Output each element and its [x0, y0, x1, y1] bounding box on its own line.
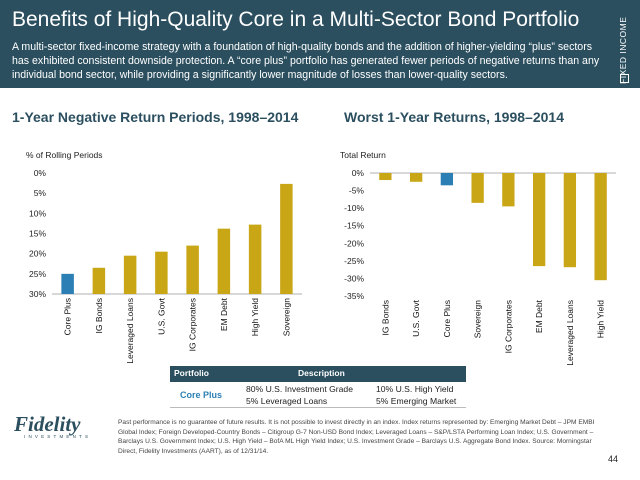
left-chart-title: 1-Year Negative Return Periods, 1998–201… [12, 109, 299, 125]
left-bar-leveraged-loans [123, 255, 137, 294]
page-subtitle: A multi-sector fixed-income strategy wit… [12, 41, 600, 81]
left-category-label-sovereign: Sovereign [281, 298, 291, 337]
left-bar-em-debt [217, 228, 231, 294]
right-ytick-label: -15% [344, 221, 364, 231]
legend-header-description: Description [298, 368, 345, 378]
right-category-label-ig-corporates: IG Corporates [503, 300, 513, 353]
legend-portfolio-name: Core Plus [180, 390, 223, 400]
left-bar-u-s-govt [155, 251, 168, 294]
left-bar-ig-bonds [92, 267, 106, 294]
right-category-label-core-plus: Core Plus [442, 300, 452, 337]
page-title: Benefits of High-Quality Core in a Multi… [12, 8, 580, 31]
right-bar-leveraged-loans [563, 173, 577, 268]
right-bar-em-debt [532, 173, 546, 267]
left-category-label-u-s-govt: U.S. Govt [156, 297, 166, 334]
legend-divider [170, 407, 466, 408]
right-ytick-label: -20% [344, 238, 364, 248]
right-category-label-sovereign: Sovereign [473, 300, 483, 339]
right-chart-ylabel: Total Return [340, 150, 386, 160]
right-category-label-ig-bonds: IG Bonds [380, 300, 390, 335]
left-ytick-label: 25% [29, 269, 46, 279]
right-ytick-label: -30% [344, 273, 364, 283]
logo-wordmark: Fidelity [14, 412, 81, 436]
left-bar-core-plus [61, 273, 74, 294]
page-number: 44 [608, 454, 619, 464]
left-ytick-label: 10% [29, 208, 46, 218]
left-bar-ig-corporates [186, 245, 199, 294]
right-chart-title: Worst 1-Year Returns, 1998–2014 [344, 109, 564, 125]
right-bar-ig-corporates [502, 173, 515, 207]
section-tab-box-icon [620, 74, 629, 83]
section-tab: FIXED INCOME [612, 0, 640, 88]
logo-subtext: INVESTMENTS [24, 434, 92, 439]
left-category-label-em-debt: EM Debt [219, 297, 229, 331]
left-category-label-ig-corporates: IG Corporates [188, 298, 198, 351]
fidelity-logo: Fidelity INVESTMENTS [14, 412, 114, 439]
legend-description-col2: 10% U.S. High Yield 5% Emerging Market [376, 383, 456, 407]
footnote: Past performance is no guarantee of futu… [118, 419, 595, 455]
right-category-label-em-debt: EM Debt [534, 299, 544, 333]
legend-desc-hy: 10% U.S. High Yield [376, 384, 454, 394]
left-chart-ylabel: % of Rolling Periods [26, 150, 103, 160]
portfolio-legend-table: Portfolio Description Core Plus 80% U.S.… [170, 366, 466, 408]
left-category-label-high-yield: High Yield [250, 298, 260, 337]
left-ytick-label: 0% [34, 168, 47, 178]
legend-header-row: Portfolio Description [170, 366, 466, 382]
legend-description-col1: 80% U.S. Investment Grade 5% Leveraged L… [246, 383, 353, 407]
legend-header-portfolio: Portfolio [174, 368, 209, 378]
legend-desc-loans: 5% Leveraged Loans [246, 396, 328, 406]
right-ytick-label: -35% [344, 291, 364, 301]
right-category-label-leveraged-loans: Leveraged Loans [565, 300, 575, 366]
left-ytick-label: 5% [34, 188, 47, 198]
right-ytick-label: -5% [349, 186, 365, 196]
legend-desc-em: 5% Emerging Market [376, 396, 457, 406]
header-banner: Benefits of High-Quality Core in a Multi… [0, 0, 640, 88]
right-bar-high-yield [594, 173, 607, 281]
right-bar-u-s-govt [409, 173, 423, 182]
right-ytick-label: -25% [344, 256, 364, 266]
left-ytick-label: 20% [29, 249, 46, 259]
left-category-label-leveraged-loans: Leveraged Loans [125, 298, 135, 364]
legend-desc-ig: 80% U.S. Investment Grade [246, 384, 353, 394]
left-ytick-label: 30% [29, 289, 46, 299]
left-category-label-core-plus: Core Plus [63, 298, 73, 335]
left-bar-sovereign [280, 183, 293, 294]
left-ytick-label: 15% [29, 229, 46, 239]
right-bar-sovereign [471, 173, 484, 203]
right-bar-core-plus [440, 173, 454, 186]
right-bar-ig-bonds [379, 173, 392, 181]
right-category-label-u-s-govt: U.S. Govt [411, 299, 421, 336]
right-ytick-label: -10% [344, 203, 364, 213]
right-category-label-high-yield: High Yield [596, 300, 606, 339]
left-bar-high-yield [248, 224, 262, 294]
right-ytick-label: 0% [352, 168, 365, 178]
left-category-label-ig-bonds: IG Bonds [94, 298, 104, 333]
